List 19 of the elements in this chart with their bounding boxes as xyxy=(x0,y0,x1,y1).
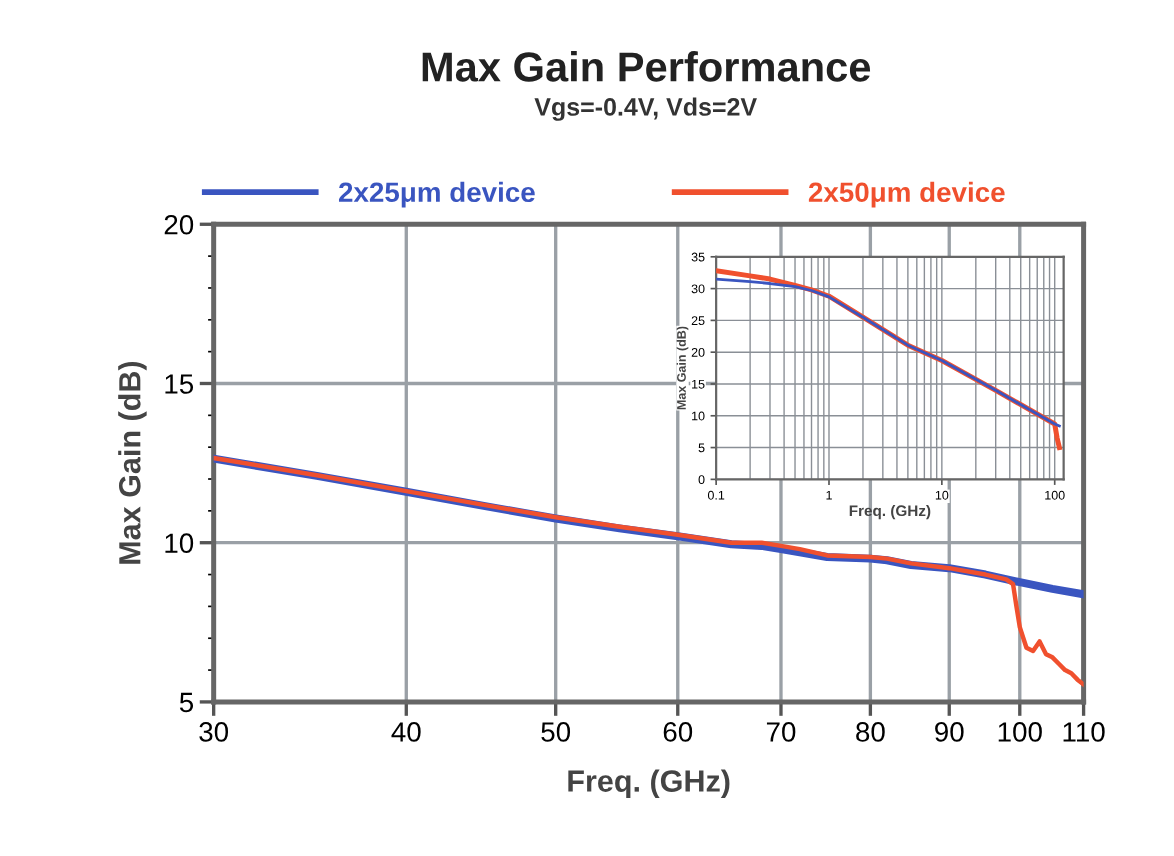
x-tick-label: 30 xyxy=(199,722,229,742)
x-tick-label: 40 xyxy=(391,722,421,742)
x-tick-label: 80 xyxy=(856,722,885,742)
y-tick-label: 20 xyxy=(164,214,194,235)
x-tick-label: 110 xyxy=(1063,722,1105,742)
y-tick-label: 15 xyxy=(165,374,194,394)
legend-label: 2x25μm device xyxy=(338,181,535,208)
x-axis-title: Freq. (GHz) xyxy=(568,769,730,798)
x-tick-label: 70 xyxy=(766,722,796,742)
x-tick-label: 100 xyxy=(998,722,1042,742)
chart-title: Max Gain Performance xyxy=(422,51,871,82)
y-tick-label: 10 xyxy=(165,533,194,554)
x-tick-label: 90 xyxy=(935,722,964,742)
y-axis-title: Max Gain (dB) xyxy=(118,361,147,564)
legend-label: 2x50μm device xyxy=(808,181,1005,208)
y-tick-label: 5 xyxy=(179,692,194,713)
x-tick-label: 60 xyxy=(663,722,693,742)
x-tick-label: 50 xyxy=(541,722,571,742)
chart-subtitle: Vgs=-0.4V, Vds=2V xyxy=(534,97,757,121)
